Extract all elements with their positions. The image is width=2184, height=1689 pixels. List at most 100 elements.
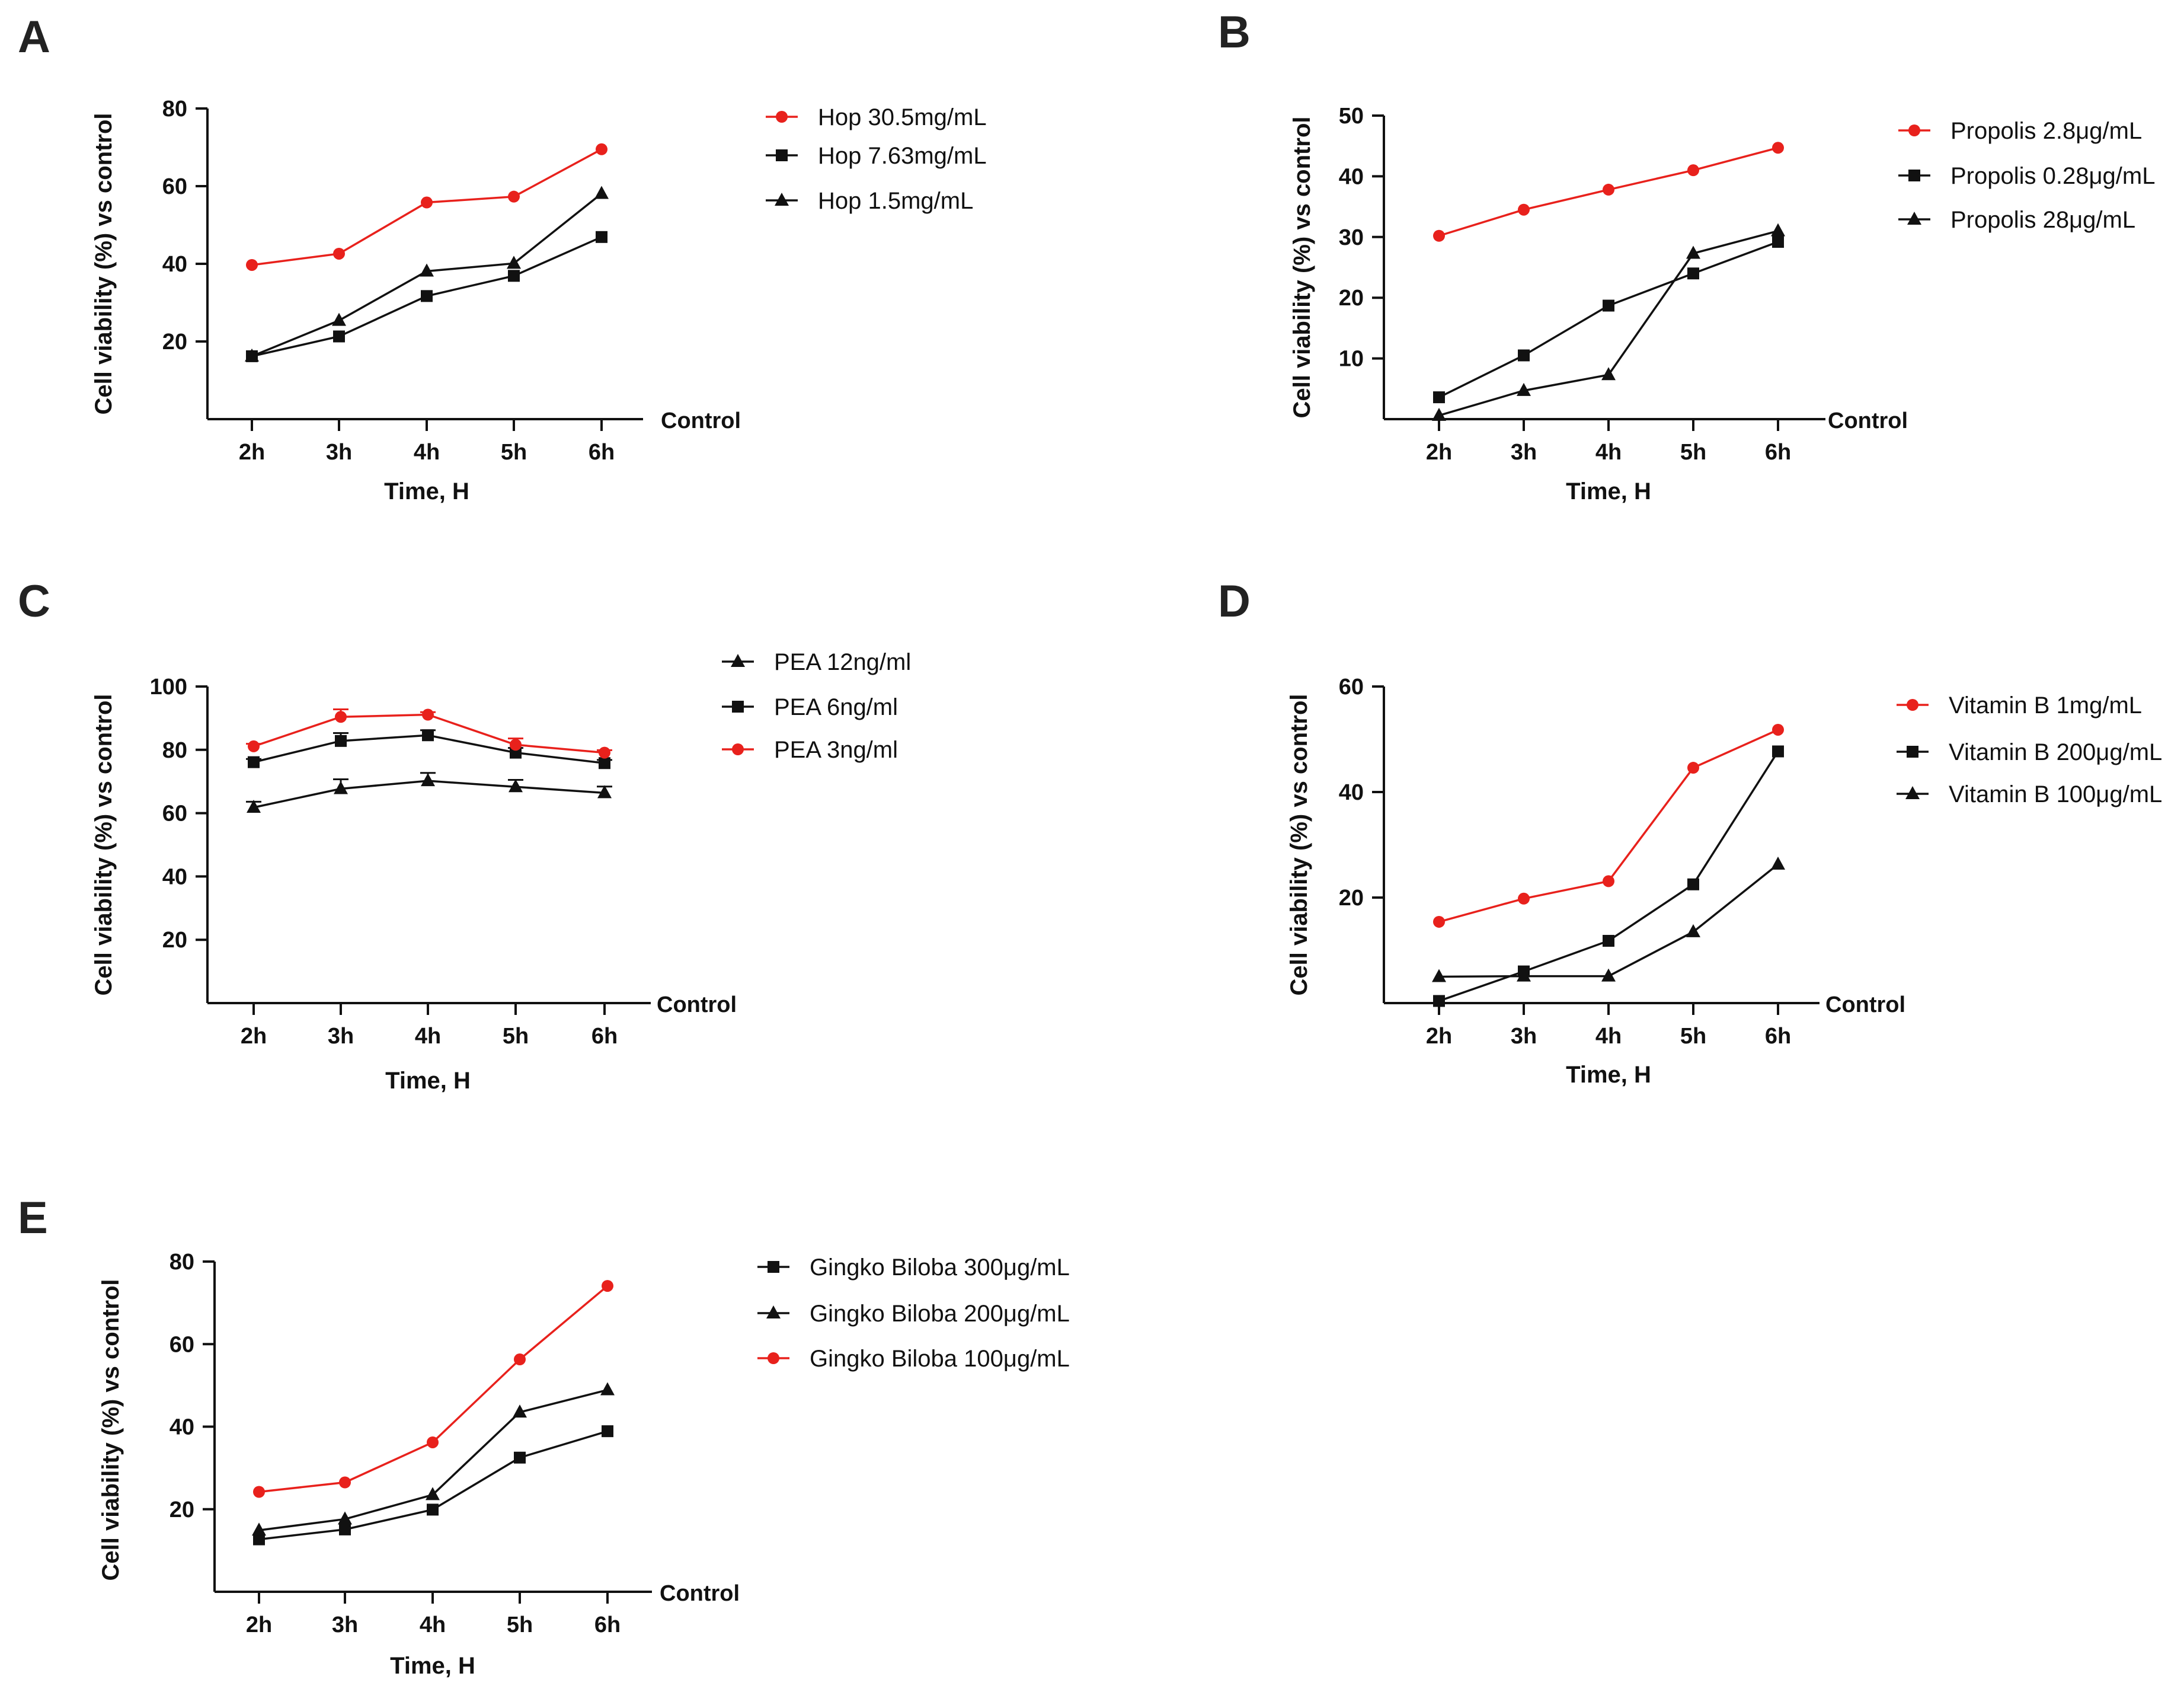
x-axis-title: Time, H [384, 478, 469, 505]
x-tick-label: 3h [1511, 440, 1537, 465]
data-point [1771, 223, 1785, 237]
legend-marker [1907, 212, 1921, 225]
data-point [594, 186, 609, 199]
x-tick-label: 5h [1680, 1024, 1706, 1049]
y-tick-label: 10 [1339, 347, 1364, 372]
data-point [1687, 164, 1699, 177]
x-tick-label: 2h [241, 1024, 267, 1049]
series-3 [246, 708, 612, 759]
x-axis-title: Time, H [1566, 1062, 1651, 1088]
data-point [599, 757, 610, 770]
data-point [1518, 203, 1530, 216]
x-tick-label: 4h [1595, 1024, 1622, 1049]
control-label: Control [1828, 408, 1908, 433]
data-point [248, 756, 260, 768]
data-point [420, 263, 434, 277]
legend-item: PEA 6ng/ml [722, 694, 898, 720]
series-1 [253, 1425, 613, 1546]
x-tick-label: 5h [507, 1613, 533, 1637]
y-tick-label: 20 [162, 330, 187, 355]
data-point [596, 231, 607, 243]
data-point [426, 1487, 440, 1500]
legend-label: Propolis 28μg/mL [1950, 207, 2135, 233]
panel-a: A 20 40 60 80 2h 3h 4h 5h 6h Control Time, H Cell vi… [18, 12, 987, 505]
data-point [513, 1404, 527, 1418]
y-tick-label: 60 [162, 802, 187, 826]
legend-label: Gingko Biloba 200μg/mL [810, 1301, 1070, 1327]
panel-e: E 20 40 60 80 2h 3h 4h 5h 6h Control Time, H Cell vi… [18, 1193, 1070, 1679]
data-point [1517, 382, 1531, 396]
data-point [1686, 924, 1700, 937]
y-tick-label: 20 [1339, 286, 1364, 311]
data-point [1603, 183, 1614, 196]
legend-label: PEA 6ng/ml [774, 694, 898, 720]
x-tick-label: 6h [589, 440, 615, 465]
legend-label: Hop 1.5mg/mL [818, 188, 973, 214]
data-point [338, 1511, 352, 1525]
y-tick-label: 40 [170, 1415, 194, 1440]
data-point [247, 799, 261, 813]
legend-item: Hop 30.5mg/mL [766, 104, 987, 130]
legend-item: PEA 12ng/ml [722, 649, 911, 675]
legend-label: PEA 12ng/ml [774, 649, 911, 675]
legend-marker [1907, 699, 1918, 711]
y-axis-title: Cell viability (%) vs control [98, 1279, 124, 1581]
data-point [1601, 968, 1616, 982]
data-point [253, 1533, 265, 1546]
x-tick-label: 6h [591, 1024, 618, 1049]
panel-letter: A [18, 12, 50, 62]
panel-b: B 10 20 30 40 50 2h 3h 4h 5h 6h Control Time, H Cell … [1218, 7, 2155, 505]
data-point [1687, 762, 1699, 774]
y-tick-label: 60 [1339, 675, 1364, 700]
data-point [335, 711, 347, 723]
data-point [507, 256, 521, 269]
data-point [514, 1451, 526, 1464]
panel-letter: C [18, 576, 50, 627]
legend-item: Hop 7.63mg/mL [766, 143, 987, 169]
x-axis-title: Time, H [385, 1068, 471, 1094]
x-tick-label: 3h [1511, 1024, 1537, 1049]
legend-item: Propolis 2.8μg/mL [1898, 118, 2142, 144]
legend-label: Gingko Biloba 300μg/mL [810, 1254, 1070, 1281]
legend-label: Vitamin B 1mg/mL [1949, 692, 2142, 719]
data-point [1772, 235, 1784, 248]
legend-item: Propolis 28μg/mL [1898, 207, 2135, 233]
data-point [1433, 391, 1445, 404]
y-tick-label: 40 [1339, 780, 1364, 805]
x-tick-label: 6h [1765, 1024, 1791, 1049]
data-point [1772, 142, 1784, 154]
y-axis-title: Cell viability (%) vs control [91, 113, 117, 414]
y-tick-label: 60 [162, 174, 187, 199]
legend-label: Propolis 2.8μg/mL [1950, 118, 2142, 144]
x-tick-label: 3h [332, 1613, 358, 1637]
series-2 [246, 231, 607, 362]
legend-marker [1905, 786, 1920, 799]
data-point [597, 785, 612, 799]
series-1 [1433, 142, 1784, 242]
data-point [1433, 995, 1445, 1007]
data-point [1432, 969, 1446, 982]
legend-marker [1908, 170, 1920, 181]
data-point [602, 1425, 613, 1438]
data-point [245, 348, 259, 362]
x-tick-label: 3h [328, 1024, 354, 1049]
y-tick-label: 40 [162, 252, 187, 277]
panel-c: C 20 40 60 80 100 2h 3h 4h 5h 6h Control Time, H Cell… [18, 576, 911, 1094]
y-axis-title: Cell viability (%) vs control [91, 694, 117, 995]
legend-marker [1907, 746, 1918, 758]
data-point [602, 1280, 613, 1292]
data-point [510, 739, 522, 751]
y-tick-label: 20 [1339, 886, 1364, 911]
series-1 [1433, 723, 1784, 928]
x-tick-label: 2h [239, 440, 265, 465]
panel-letter: E [18, 1193, 48, 1243]
data-point [599, 746, 610, 759]
data-point [421, 773, 435, 787]
x-tick-label: 2h [1426, 1024, 1452, 1049]
data-point [246, 258, 258, 271]
y-axis-title: Cell viability (%) vs control [1286, 694, 1312, 995]
legend-item: Propolis 0.28μg/mL [1898, 163, 2155, 189]
series-line [258, 1285, 609, 1493]
y-tick-label: 40 [1339, 164, 1364, 189]
data-point [421, 196, 433, 209]
